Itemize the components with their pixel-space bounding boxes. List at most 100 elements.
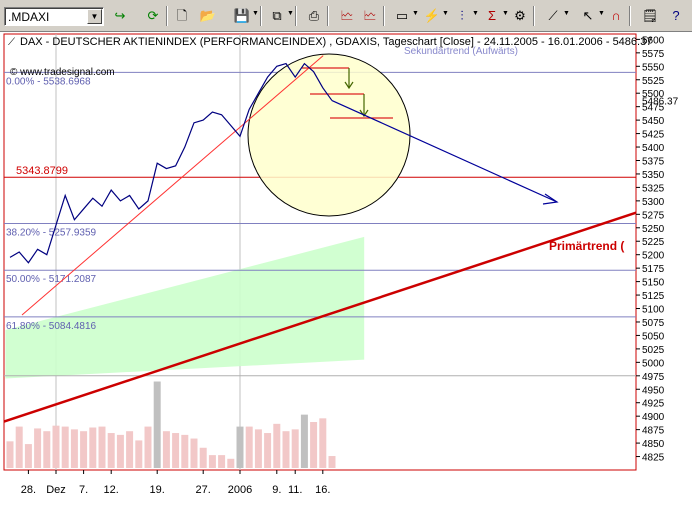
- y-tick-label: 5150: [642, 278, 665, 289]
- chart-window-2-button[interactable]: 🗠: [360, 6, 380, 26]
- go-icon: ↪: [114, 8, 126, 23]
- y-tick-label: 5350: [642, 170, 665, 181]
- fibonacci-label: 61.80% - 5084.4816: [6, 321, 97, 332]
- y-tick-label: 5300: [642, 197, 665, 208]
- go-button[interactable]: ↪: [110, 6, 130, 26]
- properties-button[interactable]: 🗒: [640, 6, 660, 26]
- dropdown-arrow-icon[interactable]: ▼: [252, 10, 259, 17]
- volume-bar: [89, 427, 97, 468]
- y-tick-label: 5225: [642, 237, 665, 248]
- x-tick-label: 19.: [150, 484, 165, 496]
- draw-line-button[interactable]: ⟋: [543, 6, 563, 26]
- copy-button[interactable]: ⧉: [267, 6, 287, 26]
- volume-bar: [34, 428, 42, 468]
- volume-bar: [15, 426, 23, 468]
- open-button[interactable]: 📂: [198, 6, 218, 26]
- trend-channel-fill: [5, 236, 365, 379]
- y-tick-label: 5200: [642, 251, 665, 262]
- y-tick-label: 5100: [642, 305, 665, 316]
- volume-bar: [98, 426, 106, 468]
- y-tick-label: 5425: [642, 130, 665, 141]
- volume-bar: [328, 456, 336, 468]
- y-tick-label: 4900: [642, 412, 665, 423]
- projection-arrow: [331, 99, 558, 203]
- volume-bar: [61, 426, 69, 468]
- chart-line-icon: ⟋: [8, 37, 15, 48]
- down-arrow-2-head: [359, 109, 369, 118]
- y-tick-label: 5400: [642, 143, 665, 154]
- symbol-input[interactable]: .MDAXI ▼: [4, 7, 104, 26]
- volume-bar: [310, 422, 318, 468]
- candlestick-icon: ⫶: [460, 8, 464, 23]
- magnet-button[interactable]: ∩: [606, 6, 626, 26]
- toolbar-separator: [383, 6, 385, 26]
- sum-button[interactable]: Σ: [482, 6, 502, 26]
- projection-arrow-head: [542, 193, 559, 205]
- x-tick-label: 12.: [104, 484, 119, 496]
- copy-icon: ⧉: [272, 8, 282, 23]
- x-tick-label: 16.: [315, 484, 330, 496]
- last-price-label: 5486.37: [642, 97, 679, 108]
- volume-bar: [190, 438, 198, 468]
- volume-bar: [264, 433, 272, 468]
- chevron-down-icon[interactable]: ▼: [87, 9, 102, 24]
- dropdown-arrow-icon[interactable]: ▼: [598, 10, 605, 17]
- refresh-button[interactable]: ⟳: [143, 6, 163, 26]
- y-tick-label: 5125: [642, 291, 665, 302]
- dropdown-arrow-icon[interactable]: ▼: [502, 10, 509, 17]
- y-tick-label: 5250: [642, 224, 665, 235]
- y-tick-label: 5550: [642, 62, 665, 73]
- magnet-icon: ∩: [611, 8, 621, 23]
- fibonacci-label: 0.00% - 5538.6968: [6, 76, 91, 87]
- y-tick-label: 5525: [642, 76, 665, 87]
- y-tick-label: 4950: [642, 385, 665, 396]
- volume-bar: [80, 431, 88, 468]
- chart-type-button[interactable]: ▭: [392, 6, 412, 26]
- candles-button[interactable]: ⫶: [452, 6, 472, 26]
- volume-bar: [107, 433, 115, 468]
- volume-bar: [181, 434, 189, 468]
- y-tick-label: 4875: [642, 426, 665, 437]
- volume-bar: [291, 429, 299, 468]
- pointer-icon: ↖: [582, 8, 594, 23]
- new-button[interactable]: 🗋: [172, 6, 192, 26]
- secondary-trend-line: [21, 55, 324, 316]
- toolbar-separator: [260, 6, 262, 26]
- volume-bar: [218, 455, 226, 468]
- volume-bar: [282, 431, 290, 468]
- print-button[interactable]: ⎙: [304, 6, 324, 26]
- dropdown-arrow-icon[interactable]: ▼: [412, 10, 419, 17]
- dropdown-arrow-icon[interactable]: ▼: [563, 10, 570, 17]
- save-button[interactable]: 💾: [232, 6, 252, 26]
- volume-bar: [116, 434, 124, 468]
- price-line: [9, 62, 333, 264]
- chart-window-2-icon: 🗠: [363, 8, 377, 23]
- settings-button[interactable]: ⚙: [510, 6, 530, 26]
- dax-chart[interactable]: 0.00% - 5538.6968 38.20% - 5257.9359 50.00…: [0, 32, 692, 505]
- indicator-button[interactable]: ⚡: [422, 6, 442, 26]
- chart-area[interactable]: 0.00% - 5538.6968 38.20% - 5257.9359 50.00…: [0, 32, 692, 505]
- chart-window-button[interactable]: 🗠: [337, 6, 357, 26]
- volume-bar: [172, 433, 180, 468]
- x-tick-label: 11.: [288, 484, 302, 496]
- watermark: © www.tradesignal.com: [10, 67, 115, 78]
- volume-bar: [43, 431, 51, 468]
- y-tick-label: 5075: [642, 318, 665, 329]
- toolbar-separator: [533, 6, 535, 26]
- refresh-icon: ⟳: [147, 8, 159, 23]
- help-button[interactable]: ?: [666, 6, 686, 26]
- y-tick-label: 5375: [642, 156, 665, 167]
- dropdown-arrow-icon[interactable]: ▼: [287, 10, 294, 17]
- pointer-button[interactable]: ↖: [578, 6, 598, 26]
- dropdown-arrow-icon[interactable]: ▼: [442, 10, 449, 17]
- y-tick-label: 5325: [642, 183, 665, 194]
- volume-bar: [227, 458, 235, 468]
- y-tick-label: 5275: [642, 210, 665, 221]
- y-tick-label: 5575: [642, 49, 665, 60]
- dropdown-arrow-icon[interactable]: ▼: [472, 10, 479, 17]
- down-arrow-1-head: [344, 81, 354, 90]
- fibonacci-label: 50.00% - 5171.2087: [6, 274, 97, 285]
- volume-bar: [24, 444, 32, 468]
- x-tick-label: 7.: [79, 484, 88, 496]
